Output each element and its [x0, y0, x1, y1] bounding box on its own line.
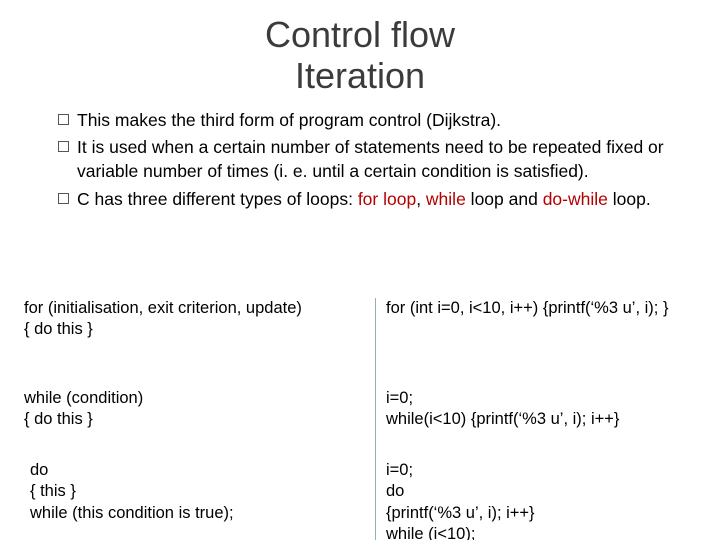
for-syntax: for (initialisation, exit criterion, upd… — [24, 298, 369, 372]
title-line-1: Control flow — [265, 14, 455, 55]
for-example: for (int i=0, i<10, i++) {printf(‘%3 u’,… — [386, 298, 714, 372]
while-example: i=0; while(i<10) {printf(‘%3 u’, i); i++… — [386, 372, 714, 454]
do-syntax: do { this } while (this condition is tru… — [24, 454, 369, 540]
slide-title: Control flow Iteration — [12, 14, 708, 97]
keyword-for: for loop — [358, 189, 416, 209]
bullet-text: It is used when a certain number of stat… — [77, 136, 678, 183]
bullet-item: It is used when a certain number of stat… — [58, 136, 678, 183]
do-example: i=0; do {printf(‘%3 u’, i); i++} while (… — [386, 454, 714, 540]
bullet-text-pre: C has three different types of loops: — [77, 189, 358, 209]
while-syntax: while (condition) { do this } — [24, 372, 369, 454]
bullet-text-mid1: , — [416, 189, 426, 209]
examples-col-syntax: for (initialisation, exit criterion, upd… — [24, 298, 376, 540]
bullet-item: C has three different types of loops: fo… — [58, 188, 678, 212]
checkbox-icon — [58, 114, 69, 125]
keyword-while: while — [426, 189, 466, 209]
checkbox-icon — [58, 193, 69, 204]
slide: Control flow Iteration This makes the th… — [0, 0, 720, 540]
examples-table: for (initialisation, exit criterion, upd… — [24, 298, 714, 540]
bullet-text: C has three different types of loops: fo… — [77, 188, 678, 212]
examples-col-code: for (int i=0, i<10, i++) {printf(‘%3 u’,… — [376, 298, 714, 540]
bullet-text: This makes the third form of program con… — [77, 109, 678, 133]
bullet-text-mid2: loop and — [466, 189, 543, 209]
bullet-item: This makes the third form of program con… — [58, 109, 678, 133]
keyword-dowhile: do-while — [543, 189, 608, 209]
checkbox-icon — [58, 141, 69, 152]
bullet-list: This makes the third form of program con… — [12, 109, 708, 212]
title-line-2: Iteration — [295, 55, 425, 96]
bullet-text-post: loop. — [608, 189, 651, 209]
